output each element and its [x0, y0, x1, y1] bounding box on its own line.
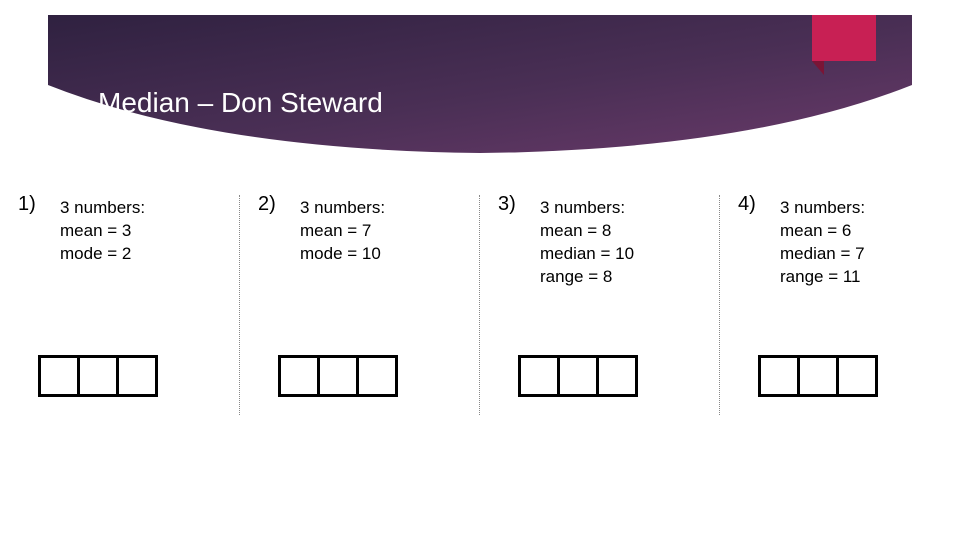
problem-2: 2) 3 numbers:mean = 7mode = 10 — [240, 185, 480, 445]
answer-box[interactable] — [797, 355, 839, 397]
problem-1: 1) 3 numbers:mean = 3mode = 2 — [0, 185, 240, 445]
answer-box[interactable] — [317, 355, 359, 397]
title-banner: Median – Don Steward — [48, 15, 912, 155]
problem-lines: 3 numbers:mean = 8median = 10range = 8 — [540, 197, 634, 289]
problem-line: 3 numbers: — [540, 197, 634, 220]
problem-line: mode = 10 — [300, 243, 385, 266]
answer-box[interactable] — [38, 355, 80, 397]
problem-line: median = 7 — [780, 243, 865, 266]
problem-label: 4) — [738, 193, 756, 216]
answer-boxes — [758, 355, 878, 397]
problem-line: range = 8 — [540, 266, 634, 289]
answer-box[interactable] — [758, 355, 800, 397]
answer-boxes — [278, 355, 398, 397]
problem-3: 3) 3 numbers:mean = 8median = 10range = 8 — [480, 185, 720, 445]
banner-background — [48, 15, 912, 155]
problem-line: 3 numbers: — [780, 197, 865, 220]
problem-lines: 3 numbers:mean = 7mode = 10 — [300, 197, 385, 266]
problem-line: mean = 6 — [780, 220, 865, 243]
problem-4: 4) 3 numbers:mean = 6median = 7range = 11 — [720, 185, 960, 445]
accent-bookmark-icon — [812, 15, 876, 79]
problem-line: mean = 8 — [540, 220, 634, 243]
answer-box[interactable] — [278, 355, 320, 397]
problem-line: mean = 7 — [300, 220, 385, 243]
answer-box[interactable] — [356, 355, 398, 397]
problem-line: median = 10 — [540, 243, 634, 266]
answer-boxes — [518, 355, 638, 397]
problem-label: 1) — [18, 193, 36, 216]
problem-lines: 3 numbers:mean = 3mode = 2 — [60, 197, 145, 266]
answer-box[interactable] — [596, 355, 638, 397]
page-title: Median – Don Steward — [98, 87, 383, 119]
problem-label: 2) — [258, 193, 276, 216]
answer-box[interactable] — [836, 355, 878, 397]
problem-line: 3 numbers: — [60, 197, 145, 220]
answer-box[interactable] — [518, 355, 560, 397]
problem-line: range = 11 — [780, 266, 865, 289]
problem-line: 3 numbers: — [300, 197, 385, 220]
problem-line: mean = 3 — [60, 220, 145, 243]
problem-lines: 3 numbers:mean = 6median = 7range = 11 — [780, 197, 865, 289]
answer-box[interactable] — [116, 355, 158, 397]
problems-row: 1)3 numbers:mean = 3mode = 22)3 numbers:… — [0, 185, 960, 445]
problem-line: mode = 2 — [60, 243, 145, 266]
answer-box[interactable] — [77, 355, 119, 397]
answer-boxes — [38, 355, 158, 397]
answer-box[interactable] — [557, 355, 599, 397]
problem-label: 3) — [498, 193, 516, 216]
